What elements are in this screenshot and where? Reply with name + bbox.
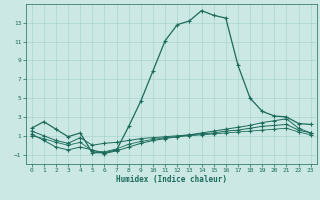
- X-axis label: Humidex (Indice chaleur): Humidex (Indice chaleur): [116, 175, 227, 184]
